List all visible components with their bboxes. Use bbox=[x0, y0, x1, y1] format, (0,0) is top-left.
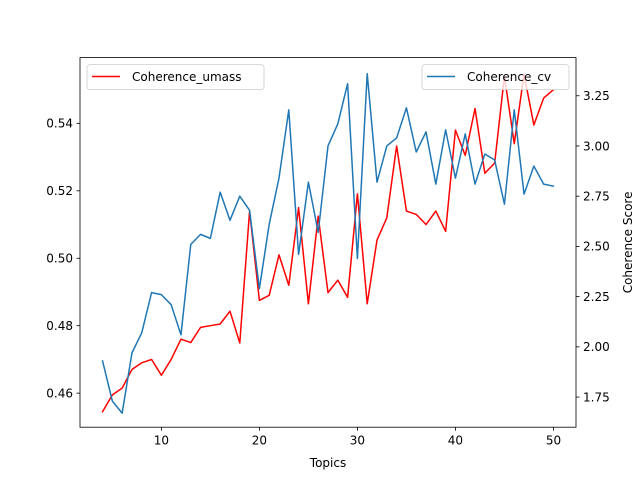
plot-lines bbox=[101, 72, 555, 414]
legend-cv: Coherence_cv bbox=[421, 64, 570, 90]
x-tick-label: 10 bbox=[154, 434, 169, 448]
plot-frame bbox=[79, 57, 577, 428]
right-y-tick-label: 3.25 bbox=[583, 89, 610, 103]
legend-cv-label: Coherence_cv bbox=[467, 70, 551, 84]
right-y-tick-label: 2.50 bbox=[583, 240, 610, 254]
series-coherence-cv bbox=[101, 72, 555, 414]
left-y-tick-label: 0.54 bbox=[46, 117, 73, 131]
series-coherence-umass bbox=[101, 73, 555, 413]
legend-cv-box bbox=[421, 64, 570, 90]
right-y-tick-label: 3.00 bbox=[583, 139, 610, 153]
series-line-coherence-umass bbox=[101, 73, 555, 413]
x-axis-title: Topics bbox=[309, 456, 346, 470]
legend-umass: Coherence_umass bbox=[86, 64, 265, 90]
x-tick-label: 50 bbox=[546, 434, 561, 448]
right-y-tick-label: 2.25 bbox=[583, 290, 610, 304]
right-y-tick-label: 2.75 bbox=[583, 190, 610, 204]
left-y-tick-label: 0.46 bbox=[46, 386, 73, 400]
right-y-tick-label: 2.00 bbox=[583, 340, 610, 354]
right-y-axis-title: Coherence Score bbox=[621, 192, 635, 294]
x-tick-label: 30 bbox=[350, 434, 365, 448]
axis-ticks: 10 20 30 40 50 0.46 0.48 0.50 0.52 0.54 1.75 2.00 2.… bbox=[46, 89, 609, 448]
left-y-tick-label: 0.52 bbox=[46, 184, 73, 198]
left-y-tick-label: 0.48 bbox=[46, 319, 73, 333]
x-tick-label: 40 bbox=[448, 434, 463, 448]
x-tick-label: 20 bbox=[252, 434, 267, 448]
right-y-tick-label: 1.75 bbox=[583, 390, 610, 404]
series-line-coherence-cv bbox=[101, 72, 555, 414]
legend-umass-label: Coherence_umass bbox=[132, 70, 242, 84]
legend-umass-box bbox=[86, 64, 265, 90]
left-y-tick-label: 0.50 bbox=[46, 252, 73, 266]
